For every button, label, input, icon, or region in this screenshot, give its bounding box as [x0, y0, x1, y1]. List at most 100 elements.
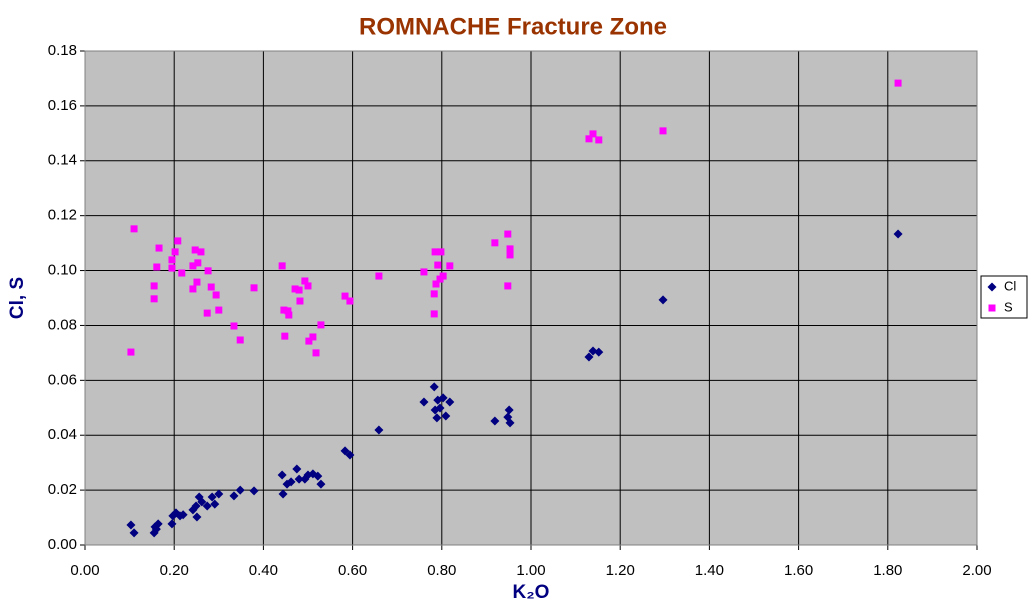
x-tick-label: 0.40: [249, 562, 278, 579]
point: [430, 310, 438, 318]
point: [430, 290, 438, 298]
point: [506, 245, 514, 253]
point: [894, 79, 902, 87]
point: [659, 127, 667, 135]
point: [316, 479, 326, 489]
point: [203, 309, 211, 317]
point: [504, 230, 512, 238]
x-tick-label: 0.20: [160, 562, 189, 579]
point: [129, 528, 139, 538]
legend-marker: [987, 282, 997, 292]
point: [304, 282, 312, 290]
point: [420, 268, 428, 276]
y-tick-label: 0.04: [48, 426, 77, 443]
point: [178, 269, 186, 277]
point: [292, 464, 302, 474]
point: [277, 470, 287, 480]
y-tick-label: 0.18: [48, 42, 77, 59]
point: [375, 272, 383, 280]
point: [658, 295, 668, 305]
point: [439, 272, 447, 280]
point: [589, 130, 597, 138]
point: [153, 263, 161, 271]
legend-label: S: [1004, 299, 1013, 314]
point: [191, 501, 201, 511]
point: [340, 446, 350, 456]
point: [235, 485, 245, 495]
point: [305, 337, 313, 345]
x-tick-label: 1.60: [784, 562, 813, 579]
point: [278, 489, 288, 499]
point: [191, 246, 199, 254]
point: [432, 280, 440, 288]
point: [171, 248, 179, 256]
point: [313, 471, 323, 481]
legend-label: Cl: [1004, 278, 1016, 293]
point: [374, 425, 384, 435]
point: [250, 284, 258, 292]
point: [505, 418, 515, 428]
point: [301, 277, 309, 285]
point: [309, 333, 317, 341]
chart-title: ROMNACHE Fracture Zone: [359, 13, 667, 40]
y-tick-label: 0.02: [48, 481, 77, 498]
point: [168, 256, 176, 264]
point: [168, 264, 176, 272]
point: [150, 295, 158, 303]
x-tick-label: 1.80: [873, 562, 902, 579]
point: [438, 393, 448, 403]
x-tick-label: 1.00: [516, 562, 545, 579]
point: [445, 397, 455, 407]
point: [285, 311, 293, 319]
point: [229, 491, 239, 501]
point: [431, 248, 439, 256]
point: [286, 477, 296, 487]
point: [588, 346, 598, 356]
point: [594, 347, 604, 357]
point: [192, 512, 202, 522]
x-tick-label: 0.80: [427, 562, 456, 579]
point: [585, 135, 593, 143]
point: [504, 405, 514, 415]
x-tick-label: 0.00: [70, 562, 99, 579]
point: [504, 282, 512, 290]
x-tick-label: 1.40: [695, 562, 724, 579]
point: [126, 520, 136, 530]
y-tick-label: 0.08: [48, 316, 77, 333]
plot-border: [84, 50, 978, 546]
point: [595, 136, 603, 144]
point: [312, 349, 320, 357]
point: [189, 262, 197, 270]
point: [207, 492, 217, 502]
point: [446, 262, 454, 270]
point: [193, 278, 201, 286]
point: [434, 261, 442, 269]
point: [506, 251, 514, 259]
point: [291, 285, 299, 293]
point: [174, 237, 182, 245]
y-tick-label: 0.00: [48, 536, 77, 553]
x-tick-label: 1.20: [606, 562, 635, 579]
point: [435, 403, 445, 413]
point: [127, 348, 135, 356]
point: [441, 411, 451, 421]
x-tick-label: 0.60: [338, 562, 367, 579]
y-tick-label: 0.06: [48, 371, 77, 388]
point: [202, 501, 212, 511]
point: [295, 286, 303, 294]
point: [437, 248, 445, 256]
point: [197, 248, 205, 256]
point: [432, 413, 442, 423]
point: [212, 291, 220, 299]
point: [178, 510, 188, 520]
point: [130, 225, 138, 233]
y-tick-label: 0.14: [48, 152, 77, 169]
point: [280, 306, 288, 314]
y-axis-label: Cl, S: [7, 277, 28, 319]
point: [236, 336, 244, 344]
y-tick-label: 0.10: [48, 262, 77, 279]
x-axis-label: K₂O: [513, 582, 550, 603]
point: [167, 519, 177, 529]
point: [584, 352, 594, 362]
